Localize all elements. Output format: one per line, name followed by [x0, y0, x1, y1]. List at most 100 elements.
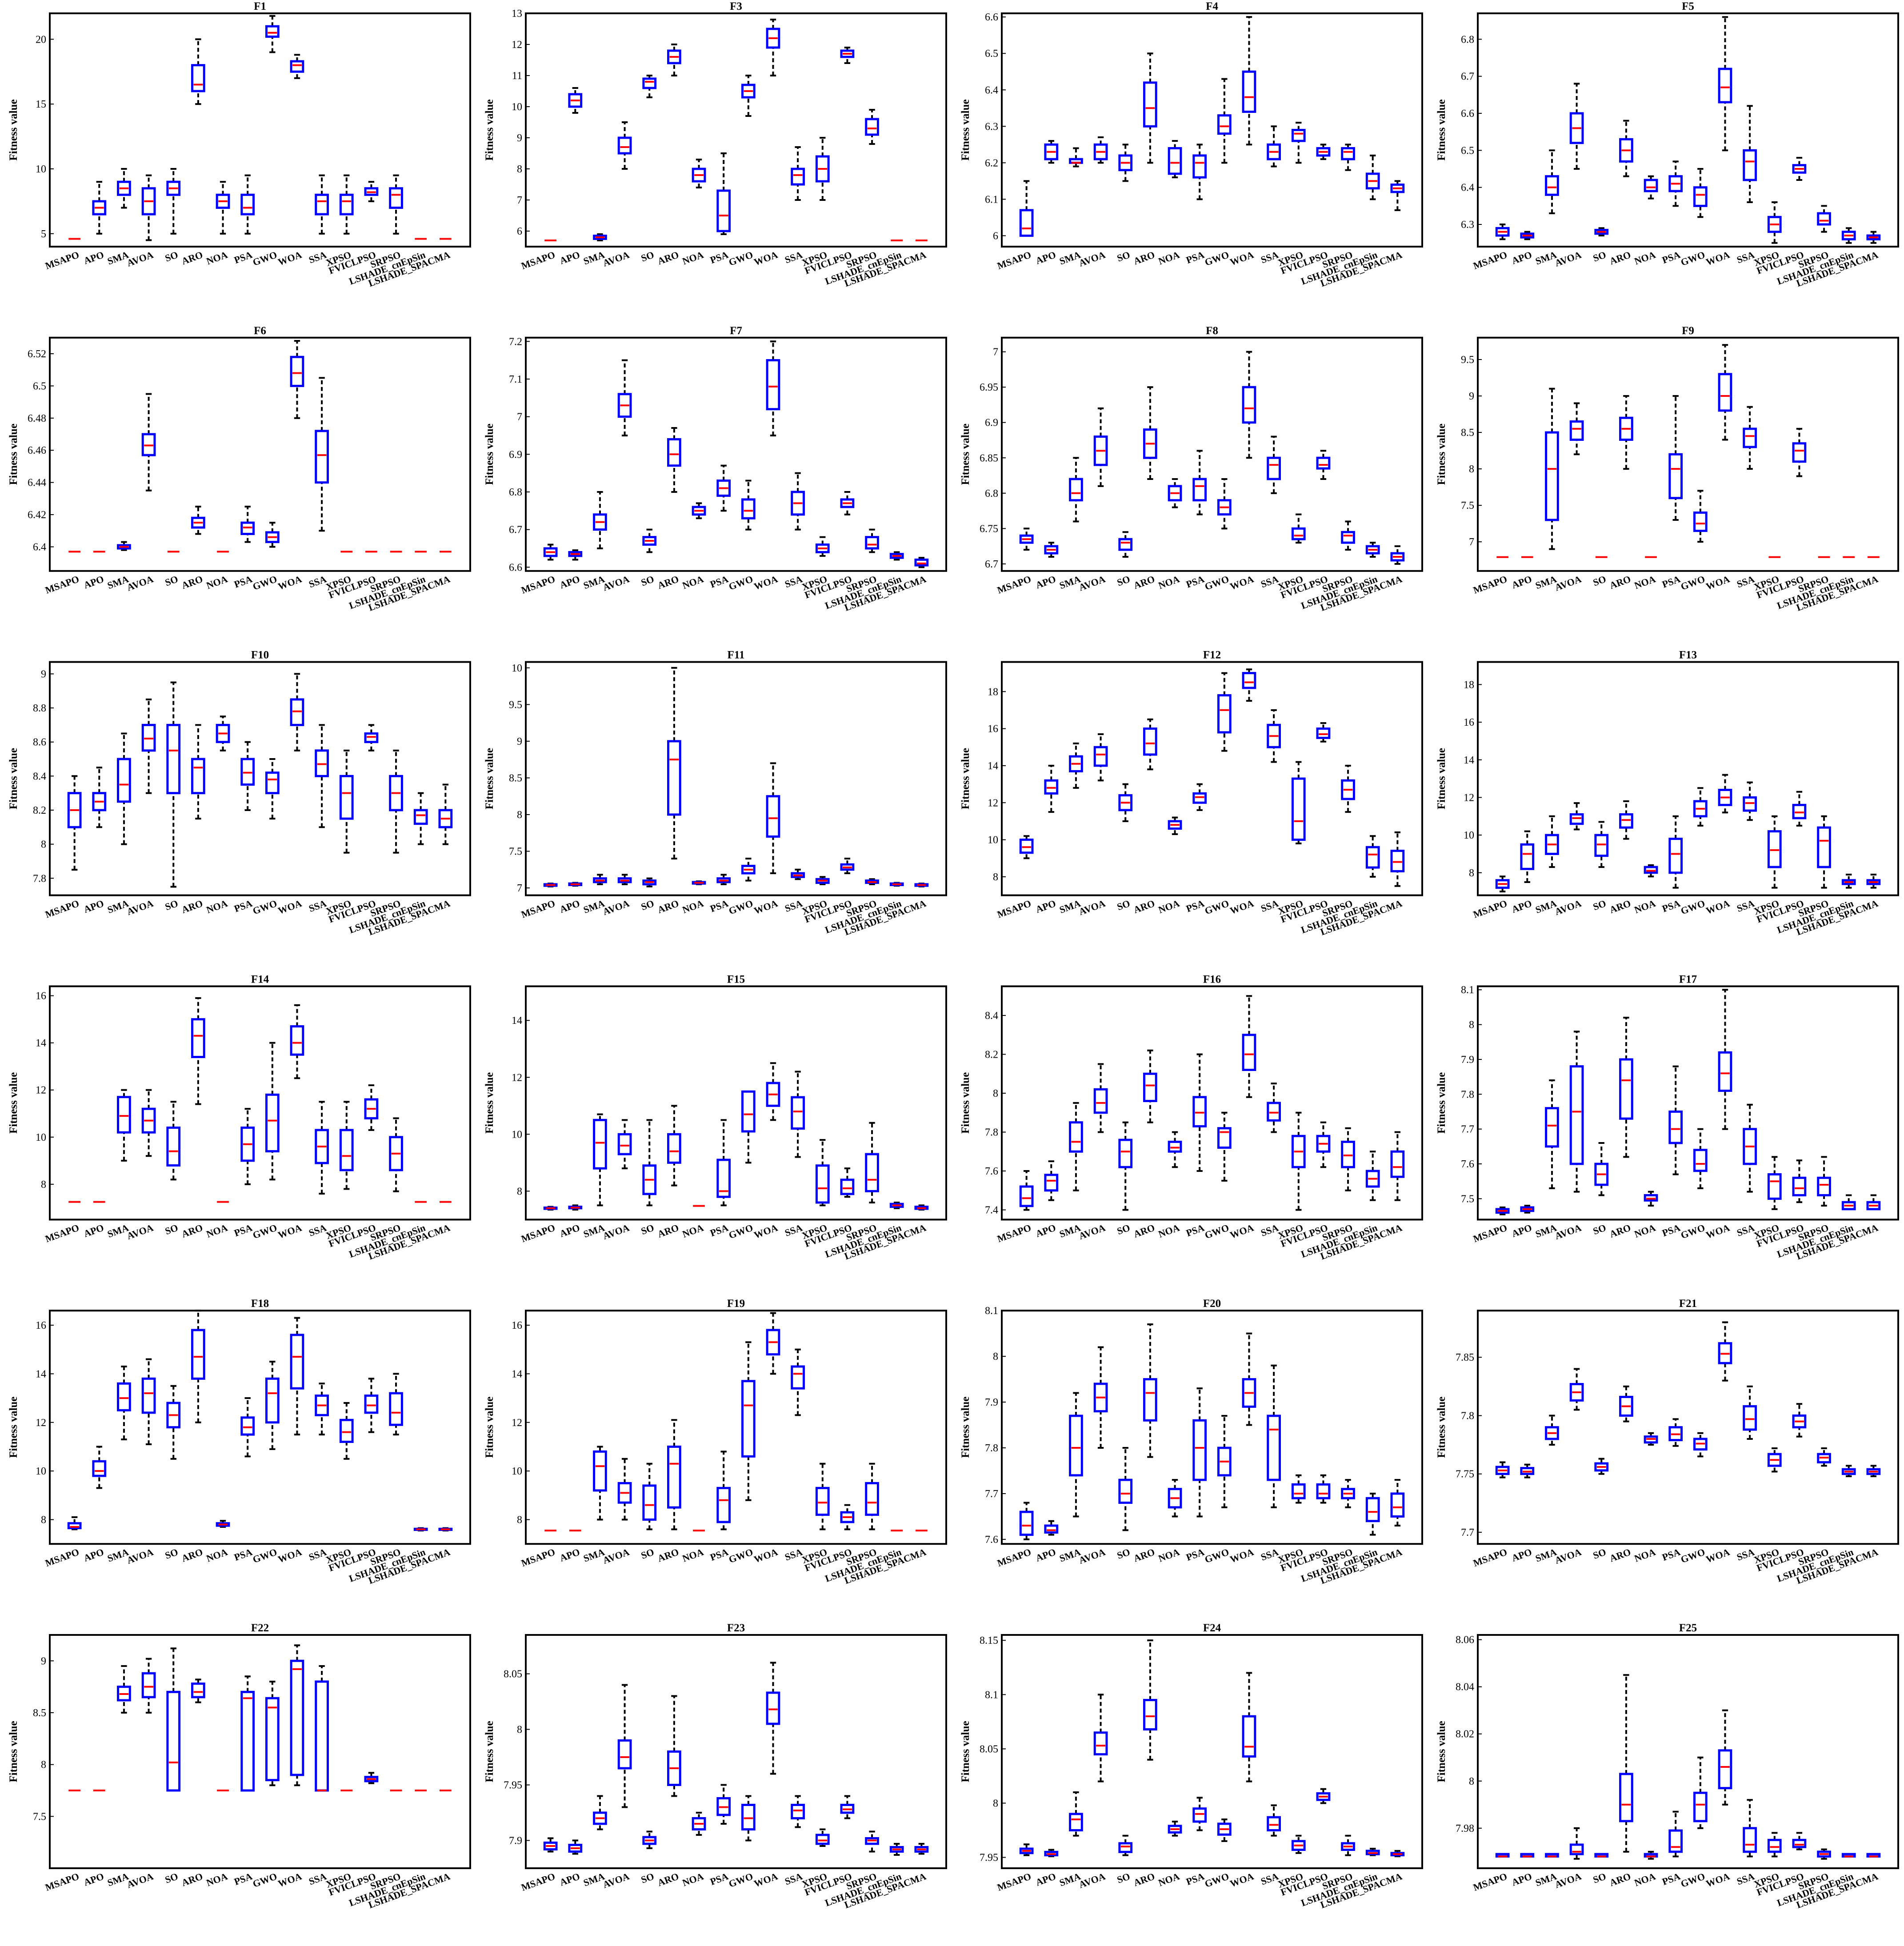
iqr-box	[1520, 1206, 1535, 1212]
y-tick-label: 16	[36, 991, 46, 1002]
x-tick-label: AVOA	[1077, 1546, 1107, 1566]
box-noa	[1644, 864, 1658, 878]
box-gwo	[1217, 78, 1232, 164]
y-tick-label: 8	[41, 1514, 46, 1526]
iqr-box	[1044, 143, 1059, 160]
box-lshade_spacma	[438, 1527, 453, 1532]
box-gwo	[1693, 1432, 1708, 1458]
iqr-box	[1341, 779, 1355, 800]
iqr-box	[766, 359, 780, 411]
box-fviclpso	[840, 491, 855, 515]
y-tick-label: 7	[993, 347, 998, 358]
iqr-box	[1192, 1419, 1207, 1481]
box-woa	[1718, 1709, 1732, 1806]
box-woa	[1242, 995, 1256, 1098]
box-noa	[1168, 478, 1182, 508]
x-tick-label: MSAPO	[44, 573, 80, 596]
iqr-box	[741, 498, 756, 519]
y-tick-label: 8.4	[985, 1010, 998, 1022]
iqr-box	[141, 187, 156, 216]
x-tick-label: PSA	[1660, 898, 1682, 915]
x-tick-label: ARO	[1608, 1870, 1632, 1888]
x-tick-label: AVOA	[601, 573, 631, 593]
iqr-box	[1044, 545, 1059, 555]
iqr-box	[1594, 229, 1609, 235]
box-psa	[1192, 1797, 1207, 1831]
box-noa	[216, 715, 230, 751]
x-tick-label: WOA	[1228, 1546, 1255, 1565]
x-tick-label: GWO	[727, 249, 754, 268]
box-avoa	[617, 1458, 632, 1521]
box-apo	[568, 1839, 583, 1855]
iqr-box	[240, 1127, 255, 1162]
x-tick-label: MSAPO	[520, 1222, 556, 1245]
iqr-box	[1767, 1838, 1782, 1853]
box-lshade_spacma	[1390, 180, 1405, 211]
iqr-box	[1093, 1383, 1108, 1413]
box-avoa	[1093, 136, 1108, 164]
iqr-box	[593, 877, 607, 883]
box-so	[1118, 1447, 1133, 1531]
y-tick-label: 12	[36, 1417, 46, 1429]
iqr-box	[265, 1093, 280, 1153]
x-tick-label: APO	[1510, 1222, 1533, 1239]
x-tick-label: WOA	[1228, 249, 1255, 268]
iqr-box	[1168, 1825, 1182, 1834]
iqr-box	[1619, 1773, 1633, 1822]
iqr-box	[1495, 1466, 1510, 1475]
box-so	[166, 168, 181, 235]
y-axis-label: Fitness value	[484, 99, 496, 160]
x-tick-label: NOA	[1633, 573, 1657, 591]
iqr-box	[791, 1096, 805, 1130]
box-sma	[593, 1113, 607, 1207]
x-tick-label: NOA	[1633, 898, 1657, 915]
x-tick-label: SO	[1592, 1222, 1608, 1237]
box-msapo	[1495, 875, 1510, 893]
y-tick-label: 6.2	[985, 157, 998, 169]
y-tick-label: 7.5	[509, 846, 522, 858]
box-lshade_spacma	[438, 783, 453, 845]
y-tick-label: 6	[517, 226, 522, 237]
y-axis-label: Fitness value	[1436, 1721, 1448, 1782]
iqr-box	[1291, 527, 1306, 540]
iqr-box	[1118, 794, 1133, 811]
iqr-box	[166, 180, 181, 196]
axes-frame	[1477, 985, 1899, 1221]
x-tick-label: PSA	[1660, 1870, 1682, 1887]
iqr-box	[1242, 1715, 1256, 1758]
x-tick-label: GWO	[1203, 573, 1230, 592]
x-tick-label: PSA	[708, 898, 730, 915]
box-psa	[1668, 1065, 1683, 1175]
y-tick-label: 6.5	[985, 48, 998, 60]
iqr-box	[642, 77, 657, 89]
box-apo	[92, 181, 107, 235]
iqr-box	[1594, 834, 1609, 857]
iqr-box	[117, 544, 131, 550]
iqr-box	[1693, 1438, 1708, 1451]
chart-title: F15	[727, 973, 745, 985]
box-gwo	[1693, 168, 1708, 218]
iqr-box	[791, 491, 805, 516]
iqr-box	[716, 1486, 731, 1523]
y-tick-label: 6.4	[1461, 182, 1474, 194]
box-woa	[766, 340, 780, 436]
iqr-box	[191, 1018, 205, 1058]
iqr-box	[840, 498, 855, 508]
x-tick-label: WOA	[752, 1222, 779, 1241]
x-tick-label: GWO	[1679, 1870, 1706, 1890]
iqr-box	[1841, 231, 1856, 240]
box-avoa	[141, 174, 156, 241]
box-noa	[1168, 140, 1182, 179]
box-so	[642, 528, 657, 553]
box-ssa	[1743, 1799, 1757, 1858]
y-tick-label: 7.98	[1456, 1823, 1474, 1834]
x-tick-label: WOA	[752, 898, 779, 916]
iqr-box	[593, 1811, 607, 1825]
x-tick-label: PSA	[232, 898, 254, 915]
chart-title: F22	[251, 1622, 269, 1634]
y-tick-label: 8	[993, 1798, 998, 1809]
iqr-box	[1217, 499, 1232, 516]
axes-frame	[1001, 12, 1423, 248]
